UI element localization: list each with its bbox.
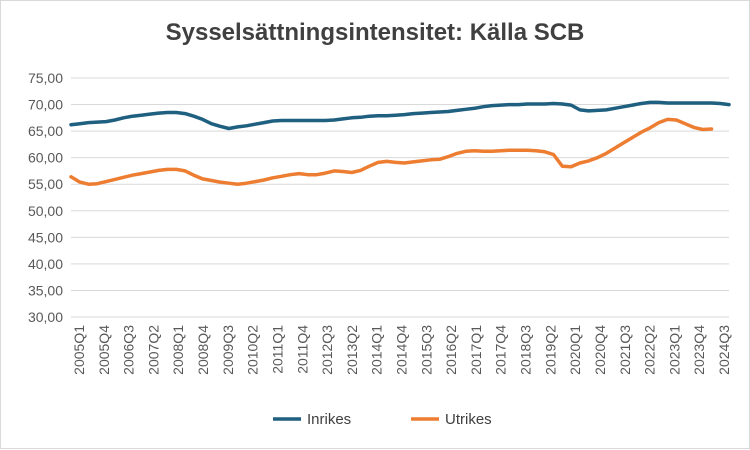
- x-tick-label: 2024Q3: [716, 325, 732, 375]
- series-line-inrikes: [69, 100, 731, 131]
- chart-title: Sysselsättningsintensitet: Källa SCB: [165, 19, 585, 46]
- legend: Inrikes Utrikes: [273, 411, 492, 428]
- x-tick-label: 2017Q1: [468, 325, 484, 375]
- y-tick-label: 30,00: [28, 309, 63, 325]
- y-tick-label: 60,00: [28, 150, 63, 166]
- x-tick-label: 2023Q4: [691, 325, 707, 375]
- x-tick-label: 2022Q2: [642, 325, 658, 375]
- y-tick-label: 70,00: [28, 97, 63, 113]
- x-tick-label: 2005Q1: [71, 325, 87, 375]
- x-tick-label: 2012Q3: [319, 325, 335, 375]
- x-tick-label: 2020Q4: [592, 325, 608, 375]
- x-tick-label: 2014Q4: [394, 325, 410, 375]
- x-tick-label: 2007Q2: [145, 325, 161, 375]
- series-line-utrikes: [69, 117, 714, 186]
- x-tick-label: 2013Q2: [344, 325, 360, 375]
- x-tick-label: 2005Q4: [96, 325, 112, 375]
- x-tick-label: 2019Q2: [542, 325, 558, 375]
- x-tick-label: 2011Q1: [269, 325, 285, 374]
- y-tick-label: 35,00: [28, 282, 63, 298]
- y-axis: 30,00 35,00 40,00 45,00 50,00 55,00 60,00 65,00…: [28, 70, 63, 325]
- y-tick-label: 40,00: [28, 256, 63, 272]
- x-tick-label: 2008Q4: [195, 325, 211, 375]
- x-tick-label: 2014Q1: [369, 325, 385, 375]
- x-tick-label: 2010Q2: [245, 325, 261, 375]
- legend-label-inrikes: Inrikes: [307, 411, 351, 428]
- x-tick-label: 2021Q3: [617, 325, 633, 375]
- gridlines: [71, 77, 729, 318]
- x-tick-label: 2011Q4: [294, 325, 310, 374]
- x-tick-label: 2016Q2: [443, 325, 459, 375]
- y-tick-label: 45,00: [28, 229, 63, 245]
- x-axis: 2005Q1 2005Q4 2006Q3 2007Q2 2008Q1 2008Q4 2009…: [71, 325, 732, 375]
- series-lines: [69, 100, 731, 186]
- x-tick-label: 2023Q1: [666, 325, 682, 375]
- x-tick-label: 2008Q1: [170, 325, 186, 375]
- x-tick-label: 2018Q3: [518, 325, 534, 375]
- legend-label-utrikes: Utrikes: [445, 411, 492, 428]
- x-tick-label: 2015Q3: [418, 325, 434, 375]
- y-tick-label: 50,00: [28, 203, 63, 219]
- y-tick-label: 65,00: [28, 123, 63, 139]
- x-tick-label: 2009Q3: [220, 325, 236, 375]
- y-tick-label: 75,00: [28, 70, 63, 86]
- x-tick-label: 2020Q1: [567, 325, 583, 375]
- y-tick-label: 55,00: [28, 176, 63, 192]
- x-tick-label: 2006Q3: [121, 325, 137, 375]
- x-tick-label: 2017Q4: [493, 325, 509, 375]
